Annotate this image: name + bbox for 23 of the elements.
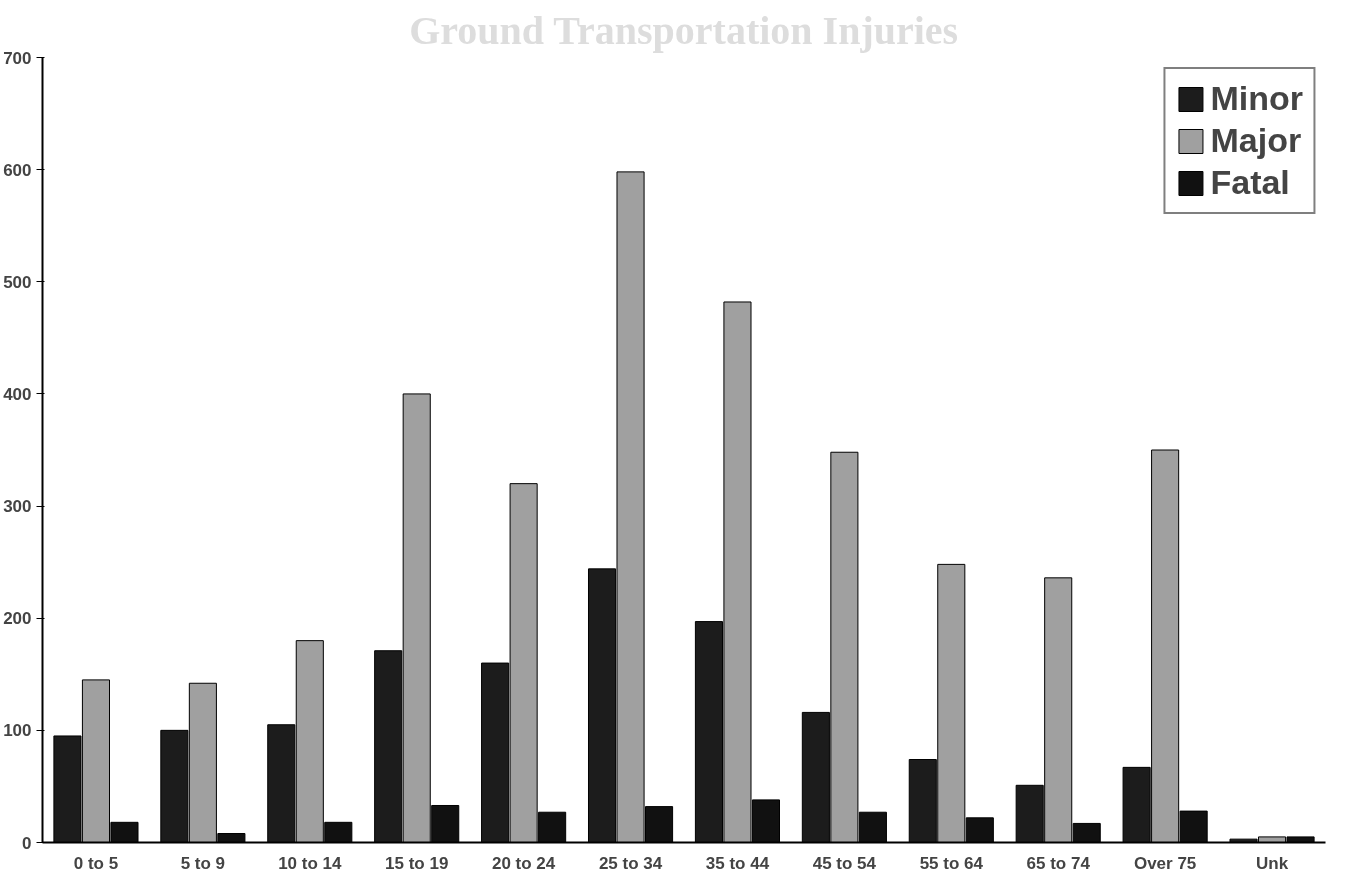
x-tick-label: Unk: [1255, 853, 1289, 873]
y-tick-label: 400: [3, 384, 32, 404]
y-tick-label: 600: [3, 160, 32, 180]
x-tick-label: 35 to 44: [705, 853, 770, 873]
x-tick-label: 55 to 64: [919, 853, 984, 873]
x-tick-label: 5 to 9: [180, 853, 226, 873]
x-tick-label: 45 to 54: [812, 853, 877, 873]
x-tick-label: Over 75: [1133, 853, 1197, 873]
y-tick-label: 100: [3, 721, 32, 741]
y-tick-label: 500: [3, 272, 32, 292]
x-tick-label: 10 to 14: [278, 853, 342, 873]
y-tick-label: 200: [3, 609, 32, 629]
y-tick-label: 0: [22, 833, 32, 853]
y-tick-label: 300: [3, 497, 32, 517]
legend-label: Fatal: [1210, 163, 1290, 202]
legend-label: Minor: [1210, 79, 1303, 118]
x-tick-label: 0 to 5: [73, 853, 119, 873]
legend-label: Major: [1210, 121, 1302, 160]
x-tick-label: 20 to 24: [491, 853, 556, 873]
x-tick-label: 15 to 19: [385, 853, 449, 873]
x-tick-label: 25 to 34: [598, 853, 663, 873]
y-tick-label: 700: [3, 48, 32, 68]
x-tick-label: 65 to 74: [1026, 853, 1091, 873]
